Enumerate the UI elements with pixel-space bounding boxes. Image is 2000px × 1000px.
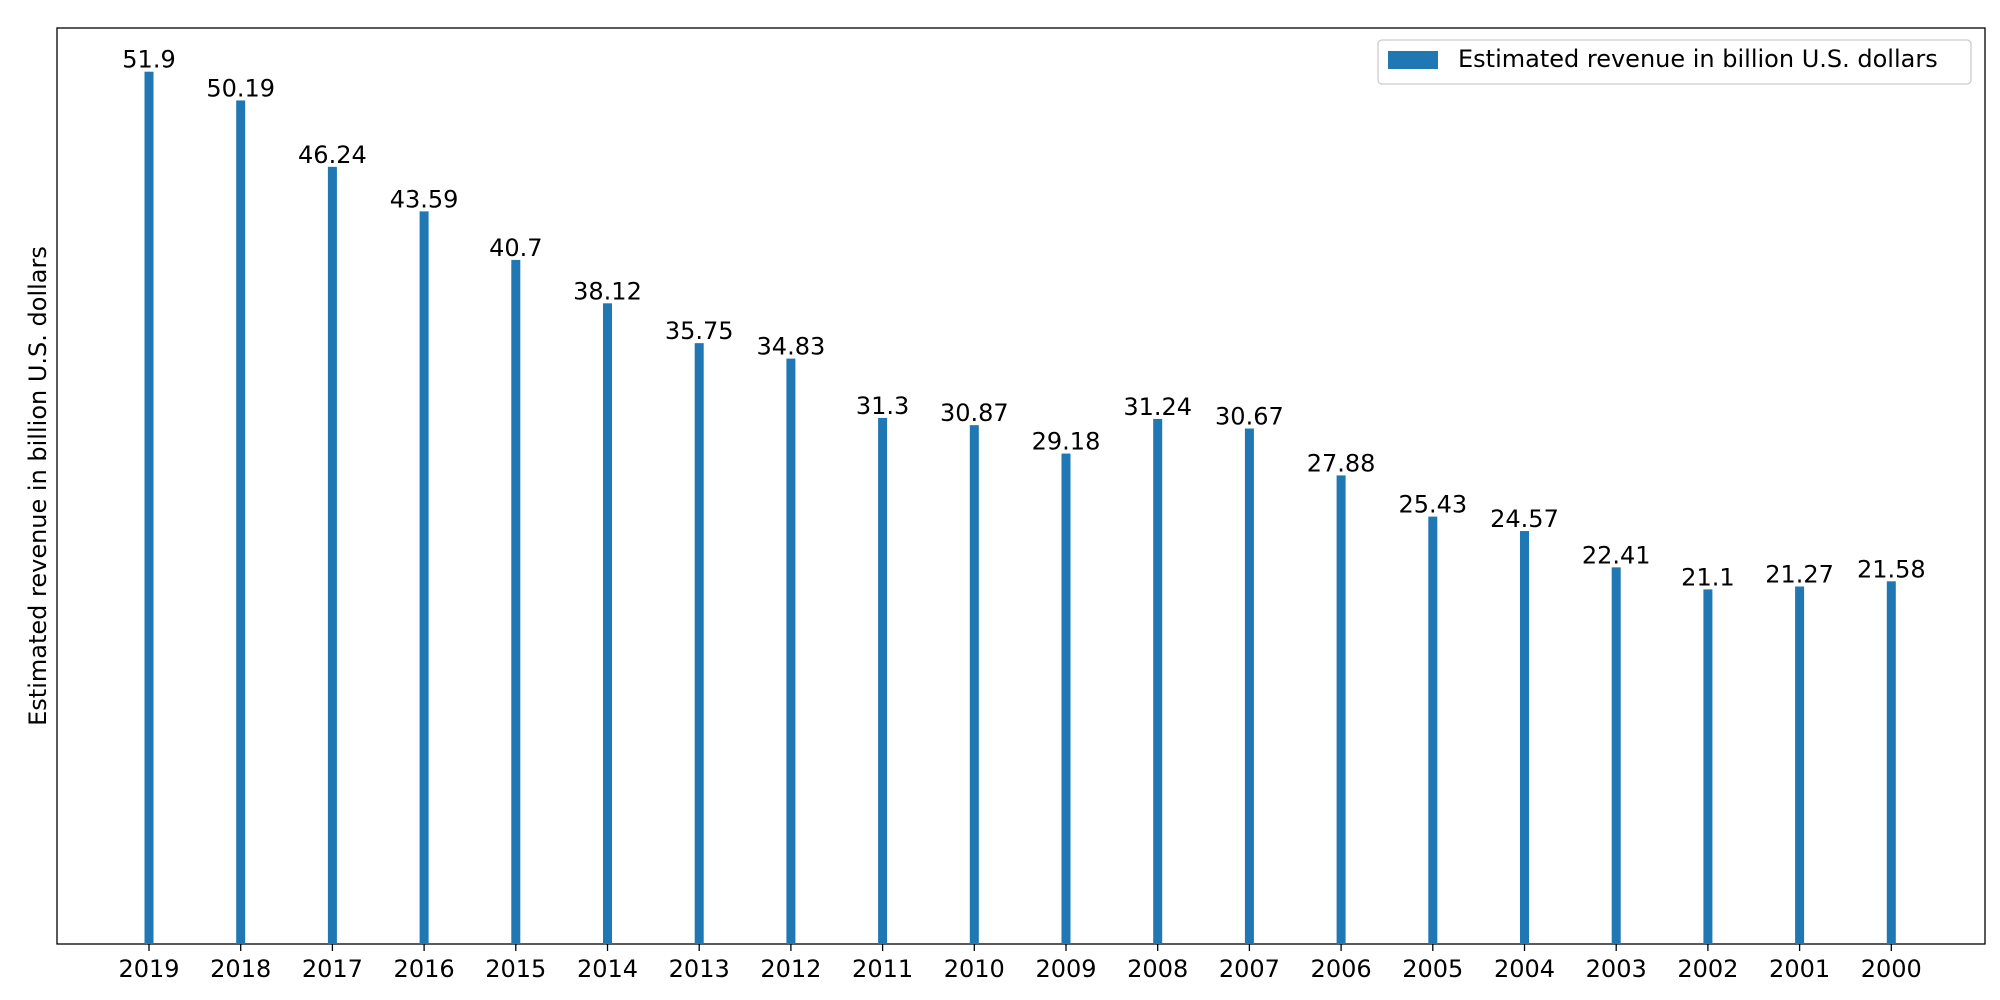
x-tick-label: 2019 (118, 955, 179, 983)
legend: Estimated revenue in billion U.S. dollar… (1377, 39, 1972, 85)
x-tick-label: 2006 (1311, 955, 1372, 983)
x-axis-ticks: 2019 2018 2017 2016 2015 2014 2013 2012 2011 2010… (118, 944, 1922, 983)
bar (1153, 418, 1163, 944)
legend-label: Estimated revenue in billion U.S. dollar… (1458, 45, 1938, 73)
data-label: 21.1 (1681, 563, 1734, 591)
x-tick-label: 2000 (1861, 955, 1922, 983)
data-label: 34.83 (757, 333, 826, 361)
data-label: 29.18 (1032, 428, 1101, 456)
x-tick-label: 2003 (1586, 955, 1647, 983)
data-label: 25.43 (1398, 491, 1467, 519)
x-tick-label: 2001 (1769, 955, 1830, 983)
bar (1244, 428, 1254, 944)
bar (236, 100, 246, 944)
bar (144, 71, 154, 944)
bar (511, 259, 521, 944)
data-label: 27.88 (1307, 449, 1376, 477)
legend-box (1377, 39, 1972, 85)
data-label: 40.7 (489, 234, 542, 262)
x-tick-label: 2011 (852, 955, 913, 983)
data-label: 31.24 (1123, 393, 1192, 421)
bar (1611, 567, 1621, 944)
bar (1061, 453, 1071, 944)
x-tick-label: 2016 (394, 955, 455, 983)
x-tick-label: 2002 (1677, 955, 1738, 983)
x-tick-label: 2005 (1402, 955, 1463, 983)
bar (694, 343, 704, 944)
bar (603, 303, 612, 944)
bar (1428, 516, 1438, 944)
data-label: 51.9 (122, 46, 175, 74)
data-label: 30.87 (940, 399, 1009, 427)
data-labels-group: 51.9 50.19 46.24 43.59 40.7 38.12 35.75 34.83 31… (122, 46, 1925, 592)
x-tick-label: 2014 (577, 955, 638, 983)
bar (1795, 586, 1805, 944)
x-tick-label: 2010 (944, 955, 1005, 983)
x-tick-label: 2018 (210, 955, 271, 983)
bar (1703, 589, 1713, 944)
y-axis-label: Estimated revenue in billion U.S. dollar… (24, 246, 52, 726)
x-tick-label: 2004 (1494, 955, 1555, 983)
x-tick-label: 2012 (760, 955, 821, 983)
bar (327, 166, 337, 944)
x-tick-label: 2013 (669, 955, 730, 983)
data-label: 35.75 (665, 317, 734, 345)
x-tick-label: 2017 (302, 955, 363, 983)
x-tick-label: 2009 (1035, 955, 1096, 983)
data-label: 46.24 (298, 141, 367, 169)
data-label: 31.3 (856, 392, 909, 420)
x-tick-label: 2008 (1127, 955, 1188, 983)
data-label: 43.59 (390, 185, 459, 213)
plot-frame (56, 27, 1986, 945)
bar (1336, 475, 1346, 944)
bar (969, 425, 979, 944)
bars-group (144, 71, 1896, 945)
data-label: 50.19 (206, 74, 275, 102)
data-label: 30.67 (1215, 403, 1284, 431)
bar (419, 211, 429, 944)
bar (1520, 531, 1529, 944)
x-tick-label: 2015 (485, 955, 546, 983)
bar (1886, 581, 1896, 944)
data-label: 22.41 (1582, 541, 1651, 569)
bar (786, 358, 796, 945)
legend-swatch (1388, 51, 1438, 69)
data-label: 21.58 (1857, 555, 1926, 583)
data-label: 24.57 (1490, 505, 1559, 533)
data-label: 38.12 (573, 277, 642, 305)
data-label: 21.27 (1765, 561, 1834, 589)
bar (878, 417, 888, 944)
x-tick-label: 2007 (1219, 955, 1280, 983)
